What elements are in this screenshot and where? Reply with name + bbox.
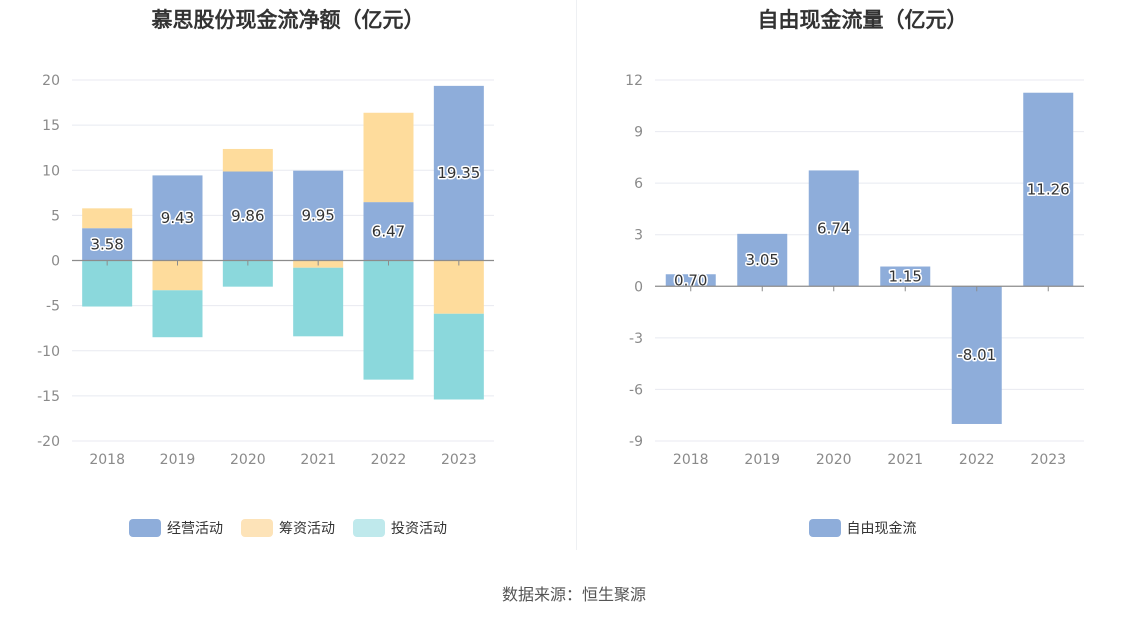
bar	[293, 170, 344, 261]
label-layer: 0.70 3.05 6.74 1.15 -8.01 11.26	[673, 179, 1072, 366]
bar-value-label: -8.01	[957, 346, 996, 364]
chart-title: 慕思股份现金流净额（亿元）	[151, 8, 425, 32]
bar-group	[222, 148, 273, 287]
bar	[737, 233, 788, 287]
bar-group	[152, 175, 203, 338]
legend-swatch	[808, 519, 841, 537]
y-tick-label: 15	[42, 118, 60, 134]
y-tick-label: -3	[629, 331, 643, 347]
legend-item[interactable]: 经营活动	[129, 518, 223, 538]
cash-flow-panel: 慕思股份现金流净额（亿元） 20 15 10 5 0 -5 -10 -15 -20 3.58 9.4…	[0, 0, 576, 560]
x-tick-label: 2018	[673, 452, 709, 468]
cash-flow-chart: 20 15 10 5 0 -5 -10 -15 -20 3.58 9.43 9.86 9.95 6.47 1…	[37, 73, 494, 468]
bar-value-label: 19.35	[437, 164, 480, 182]
y-tick-label: 5	[51, 208, 60, 224]
legend-item[interactable]: 筹资活动	[241, 518, 335, 538]
y-tick-label: 0	[634, 279, 643, 295]
bar	[222, 171, 273, 261]
bar	[880, 266, 931, 287]
y-tick-label: -20	[37, 434, 60, 450]
x-tick-label: 2022	[371, 452, 407, 468]
x-tick-label: 2023	[441, 452, 477, 468]
bar-group	[808, 170, 859, 287]
bar-value-label: 11.26	[1027, 181, 1070, 199]
y-tick-label: 10	[42, 163, 60, 179]
bar-value-label: 9.95	[301, 207, 334, 225]
bar	[363, 202, 414, 261]
bar	[433, 313, 484, 400]
bar-group	[433, 85, 484, 400]
chart-title: 自由现金流量（亿元）	[757, 8, 968, 32]
bar	[82, 260, 133, 307]
y-tick-label: -9	[629, 434, 643, 450]
x-tick-label: 2019	[744, 452, 780, 468]
bar-value-label: 3.58	[90, 235, 123, 253]
y-tick-label: 12	[625, 73, 643, 89]
bar	[363, 260, 414, 380]
x-tick-label: 2021	[887, 452, 923, 468]
x-tick-label: 2019	[160, 452, 196, 468]
bar-value-label: 0.70	[674, 271, 707, 289]
y-tick-label: -10	[37, 344, 60, 360]
bar-group	[880, 266, 931, 287]
bar-group	[82, 208, 133, 307]
y-tick-label: -6	[629, 382, 643, 398]
y-tick-label: 0	[51, 254, 60, 270]
legend-swatch	[129, 519, 161, 537]
x-tick-label: 2020	[816, 452, 852, 468]
bar-group	[737, 233, 788, 287]
x-tick-label: 2023	[1030, 452, 1066, 468]
bar	[82, 208, 133, 229]
free-cash-flow-panel: 自由现金流量（亿元） 12 9 6 3 0 -3 -6 -9 0.70 3.05 6.74 1.15 -…	[577, 0, 1148, 560]
bar-value-label: 1.15	[889, 267, 922, 285]
bar-group	[1023, 92, 1074, 287]
bar	[433, 85, 484, 261]
x-tick-label: 2020	[230, 452, 266, 468]
data-source: 数据来源：恒生聚源	[501, 585, 646, 604]
legend-label: 经营活动	[167, 521, 223, 537]
legend-swatch	[353, 519, 385, 537]
legend-label: 筹资活动	[279, 521, 335, 537]
bar-value-label: 9.86	[231, 207, 264, 225]
y-tick-label: 3	[634, 228, 643, 244]
legend-item[interactable]: 投资活动	[353, 518, 447, 538]
y-tick-label: 6	[634, 176, 643, 192]
bar	[363, 112, 414, 203]
bar	[808, 170, 859, 287]
bar-group	[293, 170, 344, 337]
free-cash-flow-chart: 12 9 6 3 0 -3 -6 -9 0.70 3.05 6.74 1.15 -8.01 11.26 20…	[625, 73, 1084, 468]
bar	[222, 148, 273, 172]
y-tick-label: 9	[634, 125, 643, 141]
legend-item[interactable]: 自由现金流	[808, 518, 917, 538]
bar	[293, 267, 344, 337]
bar-value-label: 6.47	[372, 222, 405, 240]
legend-label: 投资活动	[391, 521, 447, 537]
bar	[152, 175, 203, 261]
label-layer: 3.58 9.43 9.86 9.95 6.47 19.35	[89, 163, 482, 255]
bar	[1023, 92, 1074, 287]
y-tick-label: -15	[37, 389, 60, 405]
bar-group	[665, 274, 716, 287]
y-tick-label: -5	[46, 299, 60, 315]
bar-value-label: 6.74	[817, 219, 850, 237]
bar-group	[363, 112, 414, 380]
x-tick-label: 2022	[959, 452, 995, 468]
bar-value-label: 3.05	[746, 251, 779, 269]
bar	[665, 274, 716, 287]
legend: 经营活动 筹资活动 投资活动	[0, 518, 576, 538]
legend-label: 自由现金流	[846, 521, 917, 537]
legend: 自由现金流	[577, 518, 1148, 538]
bar	[951, 286, 1002, 424]
panel-divider	[576, 0, 577, 550]
x-tick-label: 2021	[300, 452, 336, 468]
bar	[82, 228, 133, 261]
bar-group	[951, 286, 1002, 424]
y-tick-label: 20	[42, 73, 60, 89]
x-tick-label: 2018	[89, 452, 125, 468]
bar	[152, 290, 203, 338]
bar	[433, 260, 484, 314]
legend-swatch	[241, 519, 273, 537]
bar-value-label: 9.43	[161, 209, 194, 227]
